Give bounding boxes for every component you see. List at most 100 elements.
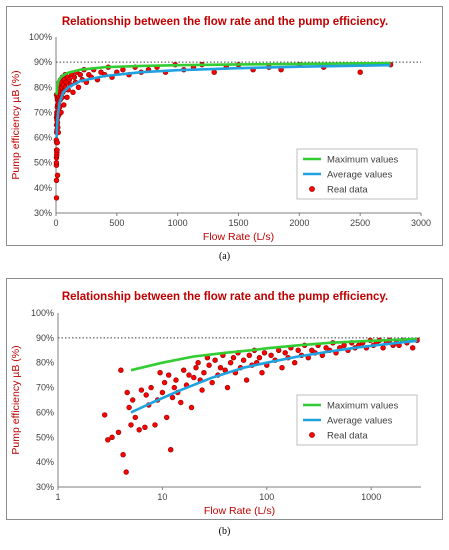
real-data-point	[261, 350, 268, 356]
real-data-point	[341, 342, 347, 349]
x-tick-label: 500	[109, 218, 124, 228]
chart-title: Relationship between the flow rate and t…	[62, 16, 388, 28]
real-data-point	[166, 372, 172, 378]
real-data-point	[53, 177, 60, 184]
real-data-point	[256, 354, 263, 361]
real-data-point	[161, 379, 168, 386]
real-data-point	[129, 397, 136, 403]
y-tick-label: 90%	[36, 333, 54, 343]
real-data-point	[227, 359, 234, 366]
real-data-point	[109, 434, 115, 441]
real-data-point	[64, 94, 70, 101]
real-data-point	[142, 424, 148, 431]
panel-label-b: (b)	[218, 526, 231, 537]
real-data-point	[181, 367, 187, 373]
real-data-point	[224, 384, 231, 391]
real-data-point	[54, 139, 60, 146]
x-tick-label: 100	[259, 492, 274, 502]
real-data-point	[217, 364, 224, 371]
real-data-point	[259, 369, 265, 376]
y-tick-label: 50%	[36, 432, 54, 442]
chart-panel-b: Relationship between the flow rate and t…	[6, 278, 443, 520]
y-tick-label: 60%	[36, 407, 54, 417]
real-data-point	[201, 369, 207, 376]
maximum-values-line	[55, 61, 391, 95]
real-data-point	[191, 374, 197, 381]
legend-label: Real data	[327, 185, 368, 196]
real-data-point	[123, 469, 129, 475]
y-tick-label: 80%	[34, 82, 52, 92]
y-tick-label: 30%	[36, 482, 54, 492]
y-tick-label: 60%	[34, 133, 52, 143]
real-data-point	[152, 422, 158, 428]
legend-swatch-real-data	[309, 432, 315, 438]
y-tick-label: 50%	[34, 158, 52, 168]
real-data-point	[61, 102, 67, 108]
y-tick-label: 40%	[34, 183, 52, 193]
real-data-point	[199, 387, 205, 393]
real-data-point	[211, 69, 217, 75]
average-values-line	[130, 339, 418, 414]
real-data-point	[292, 359, 298, 366]
legend-label: Real data	[327, 431, 368, 442]
real-data-point	[157, 369, 163, 376]
x-axis-label: Flow Rate (L/s)	[204, 505, 275, 517]
real-data-point	[70, 89, 76, 96]
chart-title: Relationship between the flow rate and t…	[62, 291, 388, 303]
real-data-point	[164, 414, 170, 421]
x-tick-label: 3000	[411, 218, 431, 228]
chart-a: Relationship between the flow rate and t…	[10, 16, 431, 243]
real-data-point	[186, 372, 192, 378]
real-data-point	[54, 172, 61, 179]
y-tick-label: 80%	[36, 358, 54, 368]
x-axis-label: Flow Rate (L/s)	[203, 231, 274, 243]
real-data-point	[268, 352, 274, 359]
real-data-point	[159, 389, 166, 396]
x-tick-label: 1	[55, 492, 60, 502]
real-data-point	[357, 69, 363, 75]
legend-label: Maximum values	[327, 155, 399, 166]
real-data-point	[124, 389, 130, 396]
real-data-point	[105, 437, 111, 443]
real-data-point	[115, 429, 122, 436]
real-data-point	[279, 364, 285, 371]
legend-swatch-real-data	[309, 186, 315, 192]
real-data-point	[120, 452, 126, 458]
y-tick-label: 100%	[29, 32, 52, 42]
y-axis-label: Pump efficiency µB (%)	[10, 70, 22, 179]
y-tick-label: 30%	[34, 208, 52, 218]
real-data-point	[188, 404, 195, 411]
real-data-point	[230, 354, 237, 361]
real-data-point	[168, 447, 174, 453]
average-values-line	[55, 63, 391, 138]
panel-label-a: (a)	[218, 251, 231, 262]
real-data-point	[77, 71, 84, 78]
chart-b: Relationship between the flow rate and t…	[10, 291, 421, 517]
real-data-point	[380, 345, 386, 351]
real-data-point	[136, 427, 142, 433]
real-data-point	[120, 66, 126, 73]
y-tick-label: 40%	[36, 457, 54, 467]
real-data-point	[212, 357, 218, 363]
legend-label: Maximum values	[327, 401, 399, 412]
x-tick-label: 1000	[361, 492, 381, 502]
real-data-point	[193, 364, 199, 371]
x-tick-label: 10	[157, 492, 167, 502]
real-data-point	[240, 357, 247, 363]
real-data-point	[53, 195, 60, 201]
real-data-point	[295, 347, 301, 354]
x-tick-label: 2000	[289, 218, 309, 228]
real-data-point	[53, 160, 60, 166]
real-data-point	[54, 147, 60, 153]
x-tick-label: 1500	[228, 218, 248, 228]
real-data-point	[101, 412, 108, 418]
real-data-point	[118, 367, 124, 373]
real-data-point	[209, 379, 215, 386]
y-tick-label: 70%	[36, 383, 54, 393]
real-data-point	[143, 392, 149, 398]
legend-label: Average values	[327, 416, 393, 427]
real-data-point	[195, 359, 201, 366]
real-data-point	[171, 384, 178, 391]
maximum-values-line	[130, 337, 418, 372]
y-axis-label: Pump efficiency µB (%)	[10, 345, 22, 454]
